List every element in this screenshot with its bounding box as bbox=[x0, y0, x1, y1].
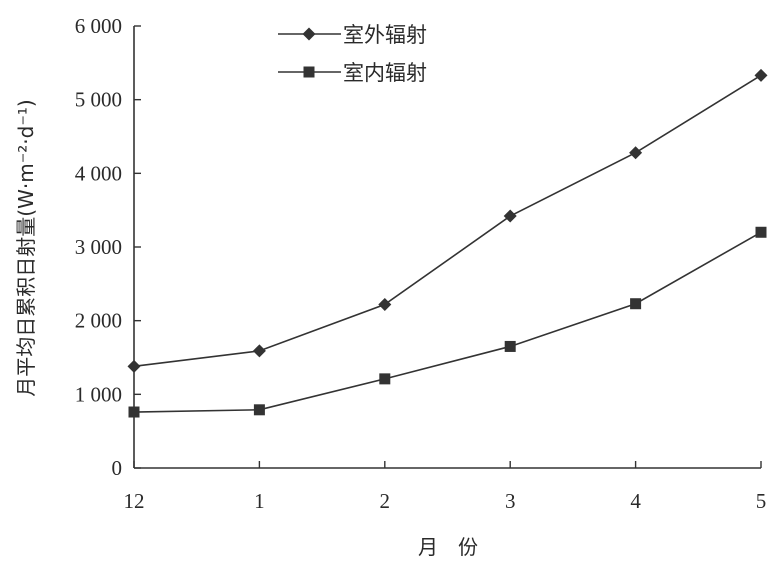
legend-item-1: 室外辐射 bbox=[278, 23, 427, 47]
diamond-marker bbox=[128, 360, 141, 373]
y-axis-title: 月平均日累积日射量(W·m⁻²·d⁻¹) bbox=[14, 99, 38, 396]
diamond-marker bbox=[378, 298, 391, 311]
diamond-marker bbox=[755, 69, 768, 82]
x-tick-label: 4 bbox=[630, 489, 641, 513]
x-tick-label: 3 bbox=[505, 489, 516, 513]
y-tick-label: 4 000 bbox=[75, 161, 122, 185]
y-tick-label: 0 bbox=[112, 456, 123, 480]
square-marker bbox=[756, 227, 767, 238]
legend-label: 室外辐射 bbox=[343, 23, 427, 47]
x-tick-label: 2 bbox=[380, 489, 391, 513]
x-tick-label: 1 bbox=[254, 489, 265, 513]
diamond-marker bbox=[629, 146, 642, 159]
square-marker bbox=[505, 341, 516, 352]
series-layer bbox=[128, 69, 768, 418]
y-tick-label: 3 000 bbox=[75, 235, 122, 259]
series-2 bbox=[129, 227, 767, 418]
legend-label: 室内辐射 bbox=[343, 61, 427, 85]
series-line bbox=[134, 75, 761, 366]
diamond-marker bbox=[253, 344, 266, 357]
x-tick-label: 5 bbox=[756, 489, 767, 513]
diamond-marker bbox=[303, 28, 316, 41]
x-tick-label: 12 bbox=[124, 489, 145, 513]
legend-item-2: 室内辐射 bbox=[278, 61, 427, 85]
y-tick-label: 6 000 bbox=[75, 14, 122, 38]
series-1 bbox=[128, 69, 768, 373]
square-marker bbox=[630, 298, 641, 309]
y-tick-label: 2 000 bbox=[75, 309, 122, 333]
series-line bbox=[134, 232, 761, 412]
y-tick-label: 5 000 bbox=[75, 88, 122, 112]
square-marker bbox=[254, 404, 265, 415]
diamond-marker bbox=[504, 210, 517, 223]
x-axis-title: 月 份 bbox=[418, 535, 478, 559]
square-marker bbox=[304, 67, 315, 78]
square-marker bbox=[379, 373, 390, 384]
square-marker bbox=[129, 407, 140, 418]
y-tick-label: 1 000 bbox=[75, 382, 122, 406]
